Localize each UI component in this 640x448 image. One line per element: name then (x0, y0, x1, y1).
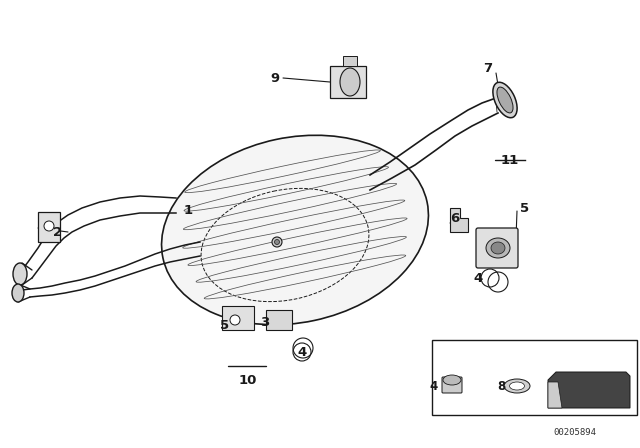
Text: 9: 9 (271, 72, 280, 85)
Text: 8: 8 (497, 379, 505, 392)
Text: 6: 6 (451, 211, 460, 224)
Circle shape (44, 221, 54, 231)
Text: 2: 2 (53, 225, 63, 238)
Text: 11: 11 (501, 154, 519, 167)
Ellipse shape (12, 284, 24, 302)
FancyBboxPatch shape (266, 310, 292, 330)
Text: 10: 10 (239, 374, 257, 387)
Ellipse shape (340, 68, 360, 96)
Ellipse shape (504, 379, 530, 393)
Text: 4: 4 (298, 345, 307, 358)
Ellipse shape (486, 238, 510, 258)
FancyBboxPatch shape (343, 56, 357, 66)
Text: 5: 5 (520, 202, 529, 215)
Text: 7: 7 (483, 61, 493, 74)
Circle shape (230, 315, 240, 325)
FancyBboxPatch shape (442, 377, 462, 393)
Polygon shape (450, 208, 468, 232)
FancyBboxPatch shape (38, 212, 60, 242)
Polygon shape (548, 372, 630, 408)
Ellipse shape (443, 375, 461, 385)
Text: 3: 3 (260, 315, 269, 328)
Circle shape (275, 240, 280, 245)
Ellipse shape (13, 263, 27, 285)
Ellipse shape (491, 242, 505, 254)
Polygon shape (548, 382, 562, 408)
Text: 4: 4 (474, 271, 483, 284)
Text: 4: 4 (430, 379, 438, 392)
FancyBboxPatch shape (222, 306, 254, 330)
Text: 5: 5 (220, 319, 230, 332)
Ellipse shape (509, 382, 525, 390)
Text: 1: 1 (184, 203, 193, 216)
FancyBboxPatch shape (476, 228, 518, 268)
Bar (432, 340, 637, 415)
Ellipse shape (497, 87, 513, 113)
Ellipse shape (493, 82, 517, 118)
Ellipse shape (161, 135, 428, 325)
Circle shape (272, 237, 282, 247)
Text: 00205894: 00205894 (554, 427, 596, 436)
FancyBboxPatch shape (330, 66, 366, 98)
